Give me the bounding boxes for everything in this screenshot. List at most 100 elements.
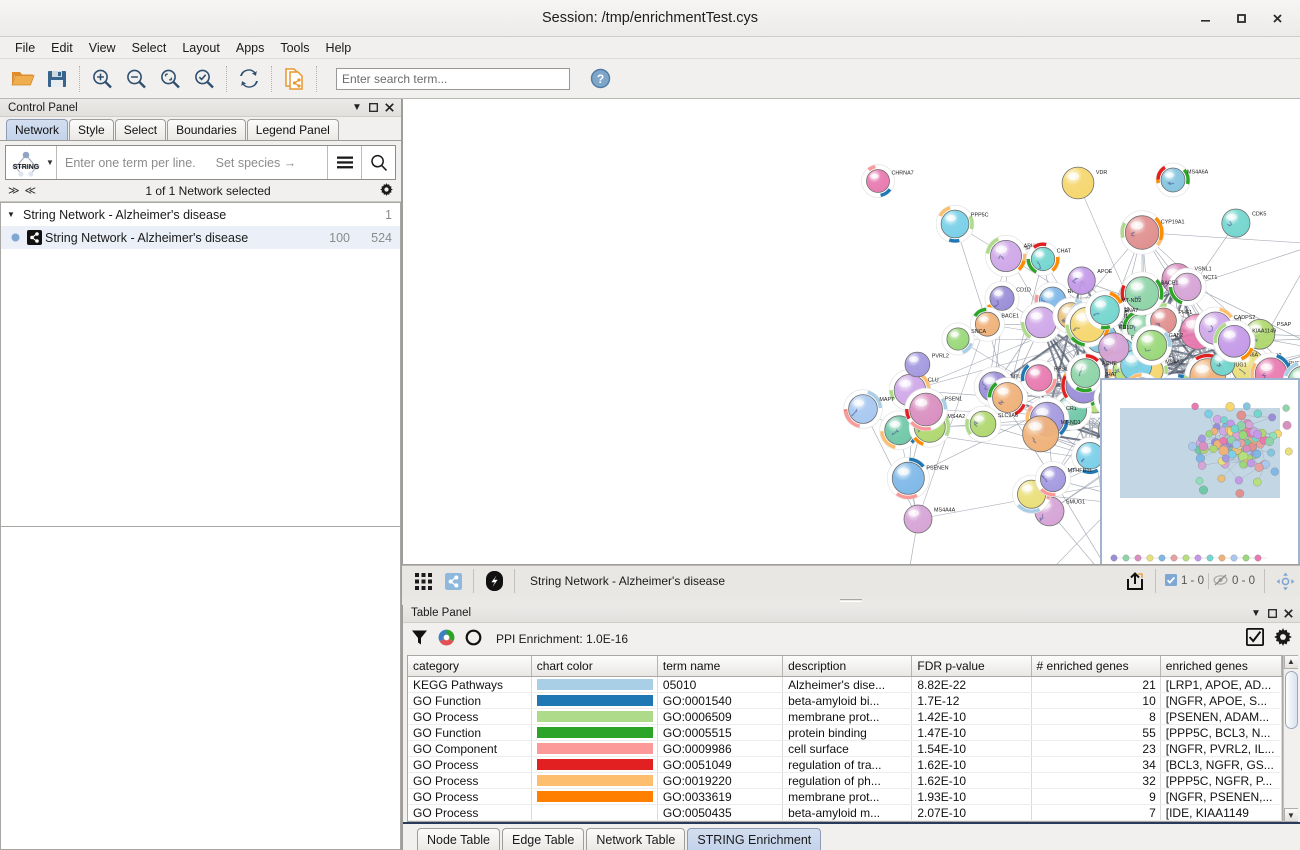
tab-boundaries[interactable]: Boundaries — [167, 119, 246, 140]
maximize-icon[interactable] — [1224, 4, 1258, 34]
cell-category: GO Process — [408, 709, 531, 725]
tab-network[interactable]: Network — [6, 119, 68, 140]
menu-file[interactable]: File — [8, 39, 42, 57]
color-chart-icon[interactable] — [438, 629, 455, 649]
zoom-selected-icon[interactable] — [187, 63, 221, 95]
svg-text:MT-ND2: MT-ND2 — [1121, 298, 1141, 304]
close-icon[interactable] — [1260, 4, 1294, 34]
zoom-in-icon[interactable] — [85, 63, 119, 95]
close-panel-icon[interactable] — [1280, 605, 1296, 621]
cell-enriched-count: 23 — [1031, 741, 1160, 757]
export-network-icon[interactable] — [277, 63, 311, 95]
scrollbar-thumb[interactable] — [1285, 671, 1298, 729]
table-row[interactable]: GO Function GO:0005515 protein binding 1.47… — [408, 725, 1282, 741]
share-network-icon[interactable] — [438, 568, 468, 594]
export-image-icon[interactable] — [1120, 568, 1150, 594]
table-panel: Table Panel ▼ — [402, 605, 1300, 850]
hamburger-menu-icon[interactable] — [328, 146, 361, 179]
filter-icon[interactable] — [411, 629, 428, 649]
search-input[interactable] — [336, 68, 570, 90]
cell-term-name: GO:0019220 — [657, 773, 782, 789]
expand-triangle-icon[interactable]: ▼ — [7, 210, 23, 219]
float-panel-icon[interactable] — [365, 100, 381, 116]
cell-enriched-genes: [NGFR, APOE, S... — [1160, 693, 1281, 709]
cell-enriched-genes: [PPP5C, NGFR, P... — [1160, 773, 1281, 789]
tab-string-enrichment[interactable]: STRING Enrichment — [687, 828, 821, 850]
svg-text:KIAA1149: KIAA1149 — [1252, 329, 1276, 335]
close-panel-icon[interactable] — [381, 100, 397, 116]
cell-chart-color — [531, 789, 657, 805]
save-session-icon[interactable] — [40, 63, 74, 95]
svg-text:PSAP: PSAP — [1277, 322, 1292, 328]
right-pane: MT-ND2 MT-ND1 VSNL1 GAB2 RFS1 IL1B CLU A… — [402, 99, 1300, 850]
cell-description: cell surface — [783, 741, 912, 757]
menu-edit[interactable]: Edit — [44, 39, 80, 57]
minimize-icon[interactable] — [1188, 4, 1222, 34]
checkbox-checked-icon[interactable] — [1246, 628, 1264, 649]
table-row[interactable]: GO Process GO:0019220 regulation of ph... 1… — [408, 773, 1282, 789]
chevron-down-icon[interactable]: ▼ — [349, 100, 365, 116]
table-row[interactable]: GO Function GO:0001540 beta-amyloid bi... 1… — [408, 693, 1282, 709]
cell-enriched-genes: [BCL3, NGFR, GS... — [1160, 757, 1281, 773]
table-vertical-scrollbar[interactable]: ▲ ▼ — [1283, 655, 1298, 823]
table-row[interactable]: GO Process GO:0050435 beta-amyloid m... 2.0… — [408, 805, 1282, 821]
zoom-out-icon[interactable] — [119, 63, 153, 95]
panel-splitter[interactable] — [402, 597, 1300, 605]
search-icon[interactable] — [362, 146, 395, 179]
enrichment-table[interactable]: category chart color term name descripti… — [407, 655, 1283, 823]
expand-all-icon[interactable]: ≪ — [25, 184, 37, 197]
annotation-icon[interactable] — [479, 568, 509, 594]
network-canvas[interactable]: MT-ND2 MT-ND1 VSNL1 GAB2 RFS1 IL1B CLU A… — [402, 99, 1300, 565]
network-overview-panel[interactable] — [1100, 378, 1300, 565]
column-header-term-name[interactable]: term name — [657, 656, 782, 677]
gear-icon[interactable] — [380, 183, 393, 199]
tab-edge-table[interactable]: Edge Table — [502, 828, 584, 850]
set-species-link[interactable]: Set species → — [216, 156, 297, 170]
navigator-icon[interactable] — [1270, 568, 1300, 594]
svg-text:MAPT: MAPT — [879, 397, 895, 403]
table-row[interactable]: GO Process GO:0006509 membrane prot... 1.42… — [408, 709, 1282, 725]
column-header-enriched-genes[interactable]: enriched genes — [1160, 656, 1281, 677]
network-tree-root[interactable]: ▼ String Network - Alzheimer's disease 1 — [1, 203, 400, 226]
svg-text:GAB2: GAB2 — [1169, 333, 1183, 339]
zoom-fit-icon[interactable] — [153, 63, 187, 95]
column-header-category[interactable]: category — [408, 656, 531, 677]
menu-view[interactable]: View — [82, 39, 123, 57]
tab-node-table[interactable]: Node Table — [417, 828, 500, 850]
chevron-down-icon[interactable]: ▼ — [1248, 605, 1264, 621]
species-dropdown-caret-icon[interactable]: ▼ — [46, 158, 56, 167]
column-header-description[interactable]: description — [783, 656, 912, 677]
network-tree-item[interactable]: String Network - Alzheimer's disease 100… — [1, 226, 400, 249]
donut-chart-icon[interactable] — [465, 629, 482, 649]
table-row[interactable]: GO Process GO:0051049 regulation of tra...… — [408, 757, 1282, 773]
table-row[interactable]: GO Component GO:0009986 cell surface 1.54E-… — [408, 741, 1282, 757]
menu-tools[interactable]: Tools — [273, 39, 316, 57]
float-panel-icon[interactable] — [1264, 605, 1280, 621]
grid-layout-icon[interactable] — [408, 568, 438, 594]
tab-select[interactable]: Select — [115, 119, 166, 140]
open-session-icon[interactable] — [6, 63, 40, 95]
collapse-all-icon[interactable]: ≫ — [8, 184, 20, 197]
menu-layout[interactable]: Layout — [175, 39, 227, 57]
string-term-input[interactable]: Enter one term per line. Set species → — [57, 156, 327, 170]
table-row[interactable]: GO Process GO:0033619 membrane prot... 1.93… — [408, 789, 1282, 805]
tab-style[interactable]: Style — [69, 119, 114, 140]
tab-network-table[interactable]: Network Table — [586, 828, 685, 850]
svg-text:MS4A6A: MS4A6A — [1187, 169, 1209, 175]
gear-icon[interactable] — [1274, 628, 1292, 649]
refresh-icon[interactable] — [232, 63, 266, 95]
menu-select[interactable]: Select — [125, 39, 174, 57]
svg-text:CD1D: CD1D — [1119, 325, 1134, 331]
column-header-enriched-count[interactable]: # enriched genes — [1031, 656, 1160, 677]
svg-text:RFS1: RFS1 — [1054, 367, 1068, 373]
help-icon[interactable]: ? — [583, 63, 617, 95]
column-header-fdr-pvalue[interactable]: FDR p-value — [912, 656, 1031, 677]
column-header-chart-color[interactable]: chart color — [531, 656, 657, 677]
menu-help[interactable]: Help — [319, 39, 359, 57]
tab-legend-panel[interactable]: Legend Panel — [247, 119, 339, 140]
scroll-down-icon[interactable]: ▼ — [1284, 808, 1299, 822]
string-logo-icon[interactable]: STRING — [6, 148, 46, 178]
table-row[interactable]: KEGG Pathways 05010 Alzheimer's dise... 8.8… — [408, 677, 1282, 693]
scroll-up-icon[interactable]: ▲ — [1284, 655, 1299, 669]
menu-apps[interactable]: Apps — [229, 39, 272, 57]
